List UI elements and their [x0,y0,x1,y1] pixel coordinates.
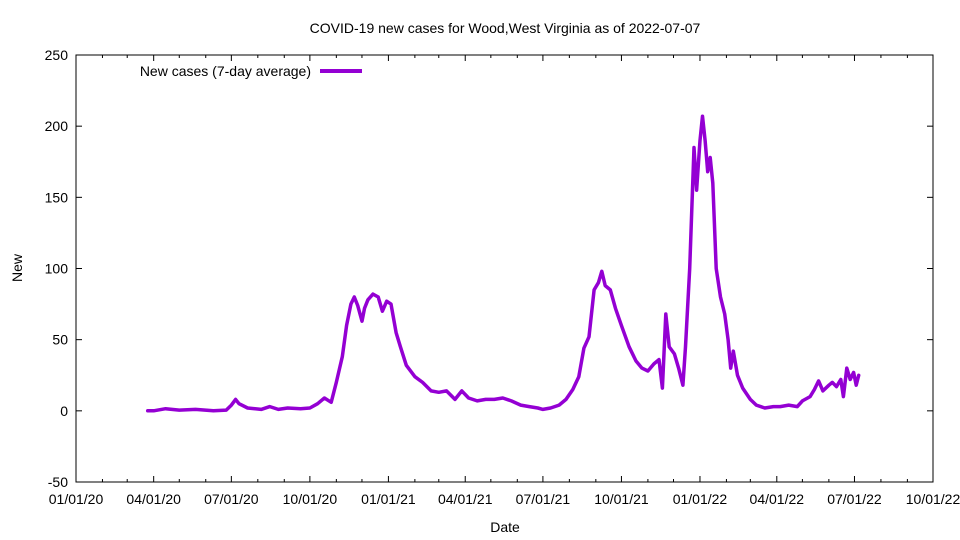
legend-entry-label: New cases (7-day average) [140,63,311,79]
x-axis: 01/01/20 04/01/20 07/01/20 10/01/20 01/01/21… [49,55,960,507]
y-tick-label: 150 [45,189,69,205]
y-tick-label: 0 [60,403,68,419]
x-tick-label: 04/01/21 [438,491,493,507]
chart-title: COVID-19 new cases for Wood,West Virgini… [310,20,701,36]
y-tick-label: 250 [45,47,69,63]
x-tick-label: 10/01/20 [283,491,338,507]
x-tick-label: 04/01/22 [750,491,805,507]
series-layer [145,114,861,413]
x-tick-label: 01/01/21 [361,491,416,507]
y-tick-label: 200 [45,118,69,134]
legend: New cases (7-day average) [140,63,362,79]
y-tick-label: 50 [52,332,68,348]
plot-area-border [75,54,934,483]
series-line [145,114,861,413]
y-axis-label: New [9,253,25,282]
x-axis-label: Date [490,519,520,535]
y-tick-label: 100 [45,261,69,277]
y-axis: -50 0 50 100 150 200 250 [45,47,933,490]
x-tick-label: 07/01/21 [516,491,571,507]
x-tick-label: 07/01/20 [204,491,259,507]
x-tick-label: 10/01/21 [594,491,649,507]
x-tick-label: 04/01/20 [126,491,181,507]
x-tick-label: 01/01/22 [673,491,728,507]
y-tick-label: -50 [48,474,68,490]
x-tick-label: 07/01/22 [827,491,882,507]
x-tick-label: 01/01/20 [49,491,104,507]
x-tick-label: 10/01/22 [906,491,960,507]
